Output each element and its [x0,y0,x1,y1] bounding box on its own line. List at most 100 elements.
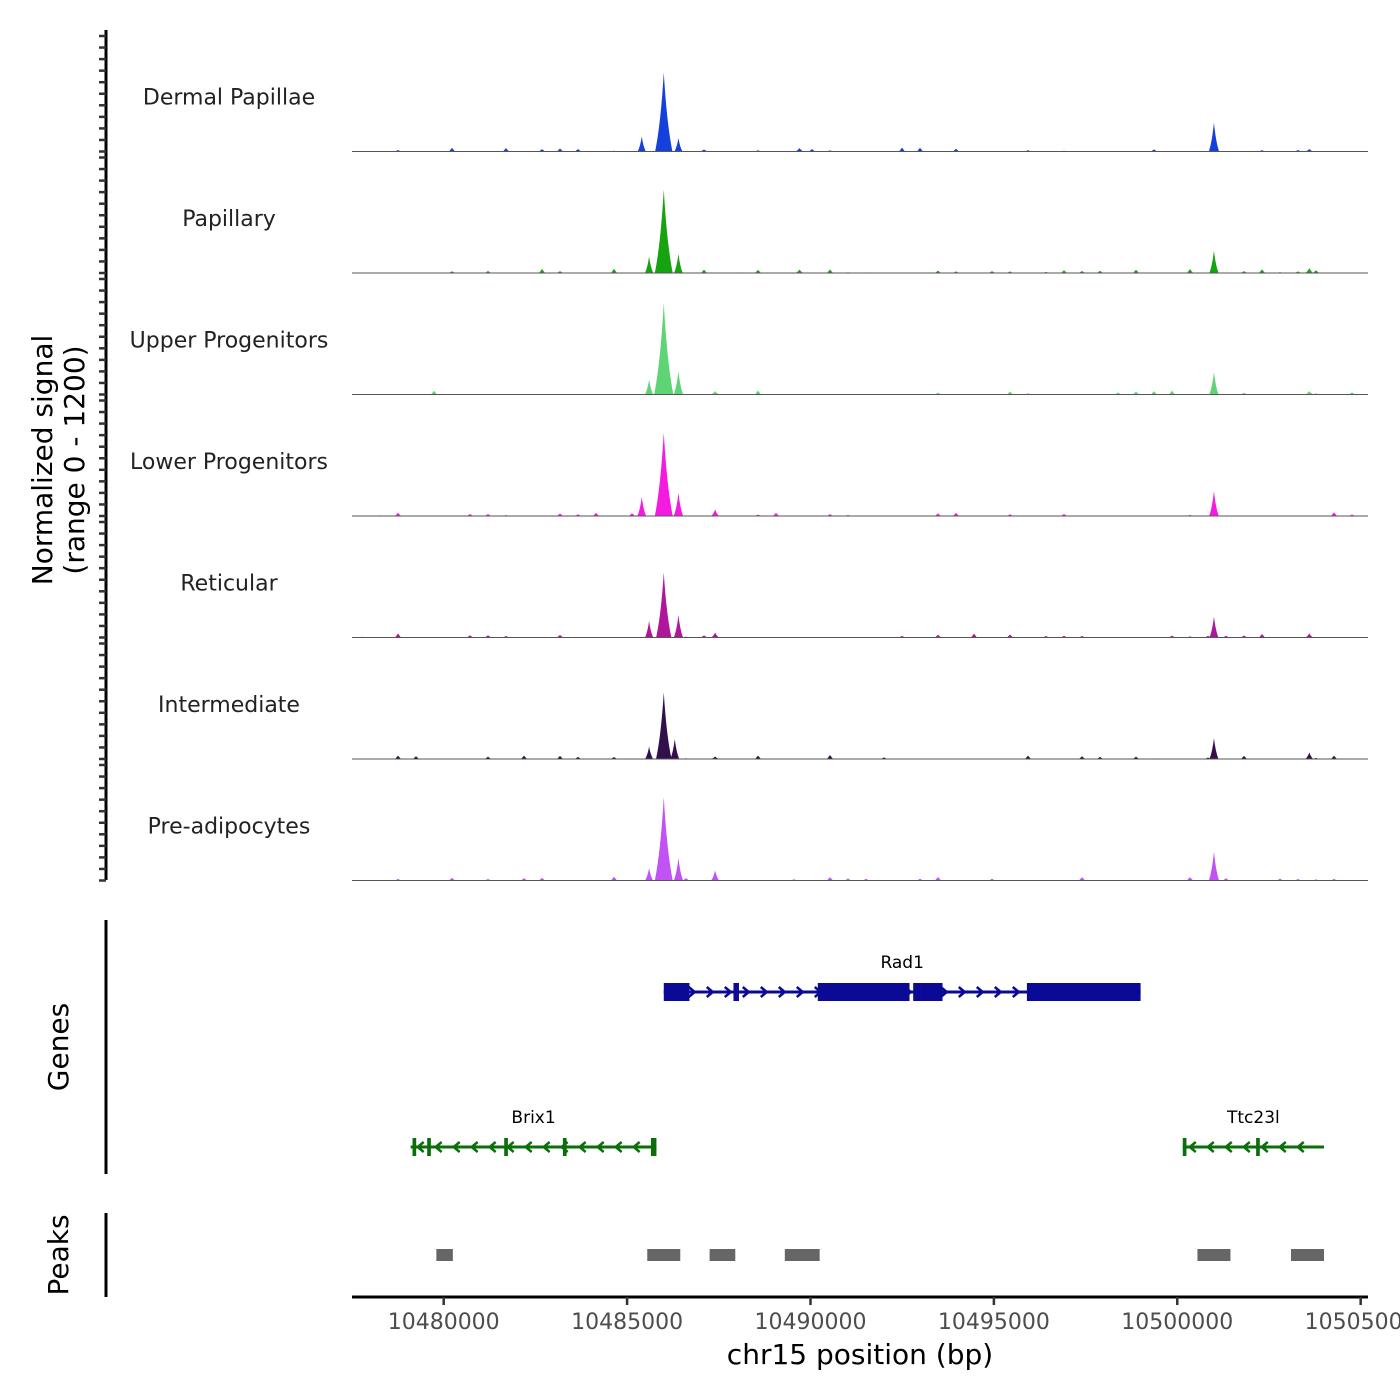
peak-region [1290,1249,1324,1261]
strand-arrow [687,986,697,998]
gene-exon [920,983,943,1001]
signal-peak [1209,250,1219,273]
signal-noise [1061,270,1067,273]
signal-noise [539,269,545,273]
signal-peak [711,756,720,759]
signal-noise [935,876,941,881]
track-upper-progenitors: Upper Progenitors [130,302,1368,395]
signal-y-axis-title-line1: Normalized signal [26,335,59,586]
signal-noise [917,147,923,152]
signal-noise [899,147,905,152]
signal-noise [611,268,617,273]
signal-noise [1331,512,1337,516]
signal-peak [673,492,684,516]
gene-label: Brix1 [511,1108,555,1128]
signal-peak [1305,633,1314,638]
signal-noise [809,148,815,152]
track-lower-progenitors: Lower Progenitors [130,432,1368,517]
gene-brix1: Brix1 [410,1108,657,1156]
x-tick-label: 10485000 [571,1310,683,1335]
signal-noise [1079,756,1085,759]
x-axis: 10480000 10485000 10490000 10495000 10500000… [352,1295,1400,1335]
signal-noise [449,147,455,152]
strand-arrow [1011,986,1021,998]
signal-peak [644,620,654,638]
strand-arrow [1295,1141,1305,1153]
x-tick-label: 10505000 [1305,1310,1400,1335]
signal-peak [645,379,654,395]
signal-noise [557,148,563,152]
gene-exon [650,1138,657,1156]
signal-peak [795,148,804,152]
strand-arrow [759,986,769,998]
signal-noise [1187,269,1193,273]
signal-noise [395,633,401,638]
peaks-panel-title: Peaks [42,1214,75,1295]
signal-noise [953,512,959,516]
signal-noise [1007,634,1013,638]
track-label: Dermal Papillae [143,86,315,111]
signal-noise [755,269,761,273]
track-label: Reticular [180,572,278,597]
signal-noise [1079,877,1085,881]
strand-arrow [939,986,949,998]
strand-arrow [957,986,967,998]
signal-noise [521,878,527,881]
signal-noise [1079,270,1085,273]
gene-exon [913,983,921,1001]
signal-peak [1208,851,1220,881]
signal-noise [701,635,707,638]
signal-noise [935,513,941,516]
signal-noise [1223,878,1229,881]
signal-peak [1305,149,1314,152]
signal-peak [1305,391,1314,395]
signal-peak [674,253,683,273]
signal-noise [1133,391,1139,395]
signal-peak [711,391,720,395]
signal-noise [1349,392,1355,395]
peak-region [1197,1249,1231,1261]
signal-noise [827,269,833,273]
track-label: Upper Progenitors [130,329,329,354]
signal-noise [557,755,563,759]
signal-noise [557,634,563,638]
signal-noise [1331,755,1337,759]
signal-peak [674,138,683,152]
gene-exon [663,983,690,1001]
track-dermal-papillae: Dermal Papillae [143,72,1368,152]
signal-peak [711,509,720,516]
signal-noise [1259,269,1265,273]
signal-noise [827,755,833,759]
signal-noise [1097,756,1103,759]
signal-noise [1007,391,1013,395]
gene-exon [427,1138,431,1156]
gene-exon [1256,1138,1260,1156]
signal-noise [413,756,419,759]
signal-noise [521,755,527,759]
signal-noise [683,878,689,881]
signal-peak [673,615,684,638]
genes-panel-title: Genes [42,1003,75,1091]
strand-arrow [487,1141,497,1153]
gene-exon [817,983,910,1001]
strand-arrow [1223,1141,1233,1153]
signal-peak [644,256,654,273]
x-tick-label: 10490000 [754,1310,866,1335]
signal-peak [711,870,720,881]
signal-peak [645,868,654,881]
signal-noise [557,513,563,516]
signal-noise [449,877,455,881]
gene-exon [1026,983,1141,1001]
signal-peak [654,302,674,395]
signal-peak [1209,616,1219,638]
peak-region [647,1249,681,1261]
track-label: Papillary [182,207,276,232]
signal-noise [1151,391,1157,395]
strand-arrow [975,986,985,998]
track-label: Intermediate [158,693,300,718]
signal-peak [711,632,720,638]
signal-peak [1209,738,1219,759]
x-tick-label: 10480000 [388,1310,500,1335]
strand-arrow [993,986,1003,998]
signal-noise [539,877,545,881]
